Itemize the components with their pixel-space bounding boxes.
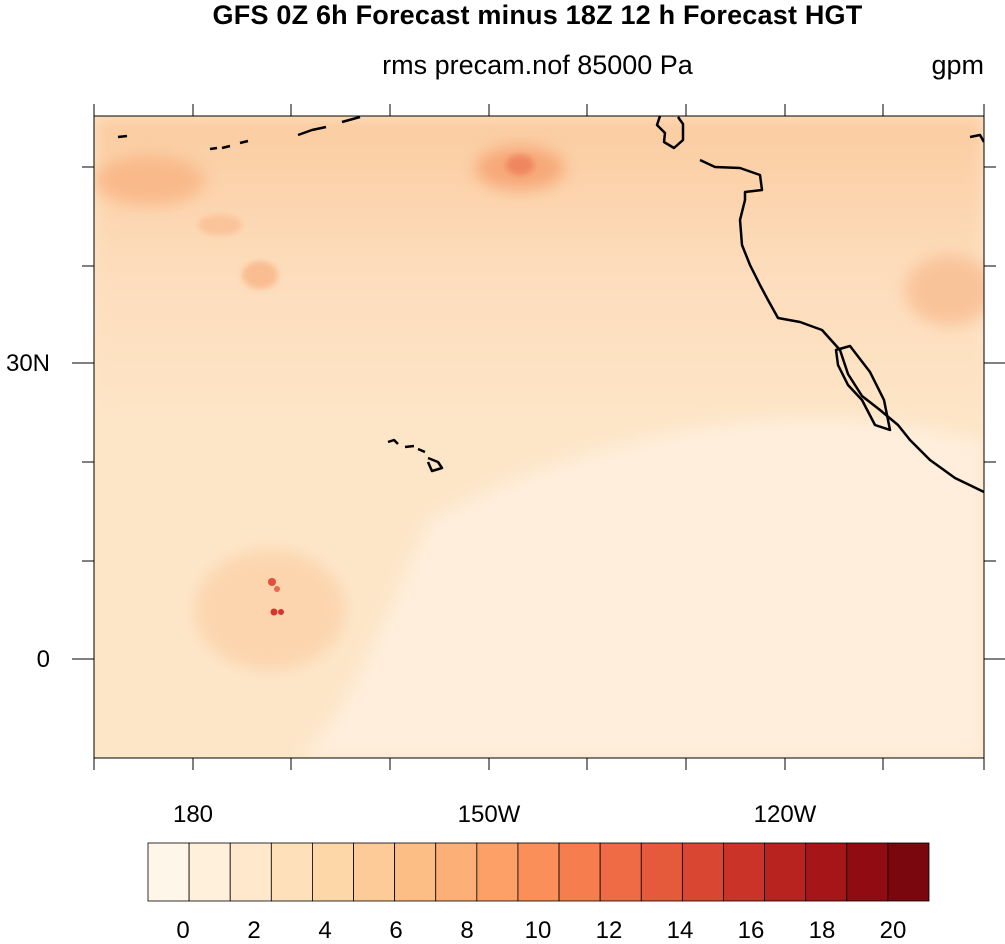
colorbar-swatch (147, 842, 190, 902)
colorbar-label: 12 (596, 917, 623, 944)
axis-ticks (72, 104, 1005, 770)
colorbar-label: 4 (318, 917, 331, 944)
colorbar (147, 842, 930, 902)
colorbar-swatch (476, 842, 519, 902)
x-axis-label-180: 180 (173, 801, 213, 828)
colorbar-swatch (188, 842, 231, 902)
colorbar-swatch (394, 842, 437, 902)
colorbar-swatch (764, 842, 807, 902)
colorbar-label: 14 (667, 917, 694, 944)
colorbar-label: 0 (176, 917, 189, 944)
colorbar-swatch (599, 842, 642, 902)
colorbar-label: 8 (460, 917, 473, 944)
x-axis-label-120w: 120W (754, 801, 817, 828)
contour-field (94, 116, 984, 758)
colorbar-swatch (435, 842, 478, 902)
map-title: GFS 0Z 6h Forecast minus 18Z 12 h Foreca… (212, 0, 863, 30)
map-subtitle: rms precam.nof 85000 Pa (382, 50, 693, 80)
plot-frame (93, 115, 985, 759)
colorbar-swatch (229, 842, 272, 902)
colorbar-swatch (887, 842, 930, 902)
colorbar-label: 16 (738, 917, 765, 944)
colorbar-swatch (723, 842, 765, 902)
coastline (117, 116, 984, 494)
colorbar-swatch (270, 842, 313, 902)
colorbar-swatch (681, 842, 724, 902)
y-axis-label-30n: 30N (6, 350, 50, 377)
colorbar-label: 10 (525, 917, 552, 944)
units-label: gpm (931, 50, 984, 80)
colorbar-swatch (846, 842, 889, 902)
colorbar-swatch (640, 842, 683, 902)
colorbar-label: 2 (247, 917, 260, 944)
colorbar-label: 20 (880, 917, 907, 944)
colorbar-swatch (558, 842, 601, 902)
colorbar-swatch (312, 842, 354, 902)
colorbar-label: 6 (389, 917, 402, 944)
colorbar-swatch (805, 842, 848, 902)
colorbar-swatch (353, 842, 396, 902)
colorbar-labels: 0 2 4 6 8 10 12 14 16 18 20 (176, 917, 906, 944)
x-axis-label-150w: 150W (458, 801, 521, 828)
colorbar-label: 18 (809, 917, 836, 944)
y-axis-label-0: 0 (37, 646, 50, 673)
colorbar-swatch (517, 842, 560, 902)
